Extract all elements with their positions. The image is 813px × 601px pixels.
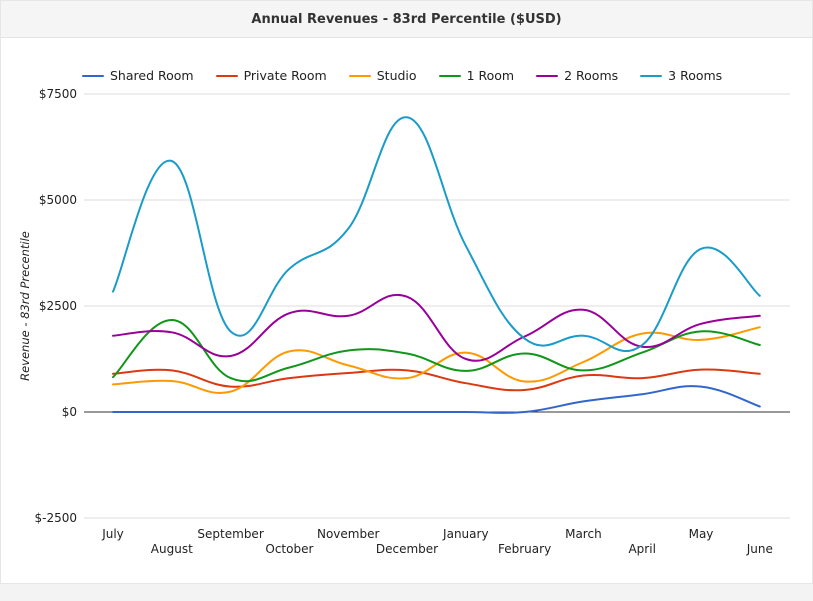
legend-label: 1 Room: [466, 68, 515, 83]
legend-label: 2 Rooms: [564, 68, 619, 83]
x-tick-label: April: [628, 542, 655, 556]
x-tick-label: December: [376, 542, 438, 556]
legend-label: Private Room: [243, 68, 327, 83]
legend-label: Studio: [376, 68, 417, 83]
x-tick-label: August: [151, 542, 193, 556]
chart-title: Annual Revenues - 83rd Percentile ($USD): [251, 11, 562, 27]
x-tick-label: October: [265, 542, 313, 556]
legend-item[interactable]: 1 Room: [438, 68, 515, 83]
chart-legend: Shared Room Private Room Studio 1 Room 2 Roo…: [82, 68, 722, 83]
x-tick-label: July: [101, 527, 124, 541]
series-line-3-rooms: [112, 116, 761, 352]
y-tick-label: $-2500: [34, 511, 77, 525]
x-tick-label: November: [317, 527, 379, 541]
series-line-shared-room: [112, 385, 761, 414]
legend-label: 3 Rooms: [668, 68, 723, 83]
y-tick-label: $0: [62, 405, 77, 419]
series-line-studio: [112, 326, 761, 394]
x-tick-label: March: [565, 527, 602, 541]
chart-header: Annual Revenues - 83rd Percentile ($USD): [1, 1, 812, 38]
chart-panel: Annual Revenues - 83rd Percentile ($USD): [0, 0, 813, 584]
legend-swatch: [640, 74, 663, 77]
legend-item[interactable]: 2 Rooms: [536, 68, 618, 83]
legend-item[interactable]: Studio: [348, 68, 417, 83]
series-line-2-rooms: [112, 293, 761, 362]
series-line-1-room: [112, 318, 761, 383]
legend-swatch: [348, 74, 371, 77]
x-tick-label: May: [689, 527, 714, 541]
x-tick-label: January: [442, 527, 489, 541]
legend-item[interactable]: Private Room: [215, 68, 327, 83]
legend-swatch: [438, 74, 461, 77]
legend-label: Shared Room: [110, 68, 194, 83]
legend-swatch: [215, 74, 238, 77]
y-tick-label: $2500: [39, 299, 77, 313]
series-line-private-room: [112, 368, 761, 392]
y-tick-label: $5000: [39, 193, 77, 207]
legend-item[interactable]: 3 Rooms: [640, 68, 722, 83]
y-axis-title: Revenue - 83rd Precentile: [18, 231, 32, 381]
x-tick-label: September: [197, 527, 263, 541]
legend-swatch: [536, 74, 559, 77]
y-tick-label: $7500: [39, 87, 77, 101]
legend-swatch: [82, 74, 104, 77]
x-tick-label: February: [498, 542, 551, 556]
x-tick-label: June: [746, 542, 773, 556]
bottom-strip: [0, 584, 813, 601]
legend-item[interactable]: Shared Room: [82, 68, 194, 83]
